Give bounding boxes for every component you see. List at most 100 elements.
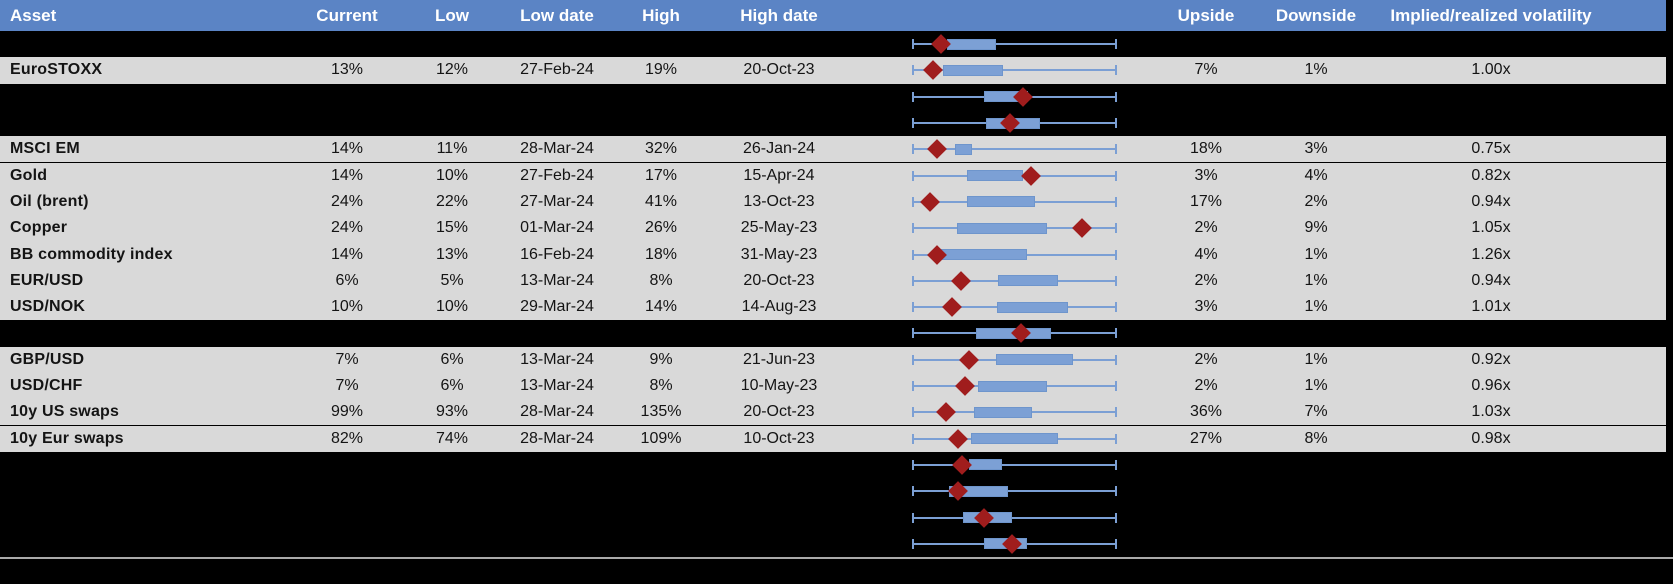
boxplot-cap-right — [1115, 538, 1117, 549]
cell-low_date: 01-Mar-24 — [520, 219, 594, 237]
cell-iv_rv: 1.05x — [1471, 219, 1511, 237]
column-header-high_date: High date — [740, 6, 818, 25]
cell-upside: 2% — [1194, 271, 1218, 289]
boxplot-marker-diamond — [948, 428, 969, 449]
cell-high_date: 31-May-23 — [740, 245, 818, 263]
cell-downside: 1% — [1304, 298, 1328, 316]
cell-asset: GBP/USD — [10, 350, 85, 368]
boxplot-cap-right — [1115, 459, 1117, 470]
cell-asset: Gold — [10, 166, 48, 184]
cell-low_date: 28-Mar-24 — [520, 140, 594, 158]
boxplot-marker-diamond — [951, 270, 972, 291]
table-row-EUR/USD: EUR/USD 6% 5% 13-Mar-24 8% 20-Oct-23 2% 1% 0.94x — [0, 267, 1666, 294]
cell-iv_rv: 0.75x — [1471, 140, 1511, 158]
cell-iv_rv: 0.94x — [1471, 271, 1511, 289]
cell-upside: 4% — [1194, 245, 1218, 263]
boxplot-marker-diamond — [935, 402, 956, 423]
cell-asset: MSCI EM — [10, 140, 80, 158]
boxplot-whisker-line — [912, 490, 1117, 493]
boxplot-cap-right — [1115, 249, 1117, 260]
cell-high_date: 21-Jun-23 — [742, 350, 816, 368]
hidden-row — [0, 109, 1666, 137]
boxplot-cap-left — [912, 486, 914, 497]
boxplot-cap-right — [1115, 65, 1117, 76]
cell-asset: EUR/USD — [10, 271, 84, 289]
cell-upside: 17% — [1189, 192, 1223, 210]
table-row-Oil (brent): Oil (brent) 24% 22% 27-Mar-24 41% 13-Oct-23 17… — [0, 188, 1666, 216]
boxplot-whisker-line — [912, 69, 1117, 72]
cell-upside: 3% — [1194, 166, 1218, 184]
boxplot-box — [998, 275, 1058, 287]
cell-low: 22% — [435, 192, 469, 210]
boxplot-marker-diamond — [930, 34, 951, 55]
hidden-row — [0, 31, 1666, 58]
cell-upside: 7% — [1194, 61, 1218, 79]
boxplot-cap-right — [1115, 407, 1117, 418]
boxplot-cap-left — [912, 65, 914, 76]
cell-low: 6% — [440, 377, 464, 395]
boxplot-cap-left — [912, 354, 914, 365]
boxplot-cap-right — [1115, 91, 1117, 102]
boxplot-marker-diamond — [926, 244, 947, 265]
cell-high: 19% — [644, 61, 678, 79]
cell-downside: 9% — [1304, 219, 1328, 237]
boxplot-whisker-line — [912, 43, 1117, 46]
cell-low: 13% — [435, 245, 469, 263]
cell-low_date: 13-Mar-24 — [520, 350, 594, 368]
boxplot-cap-left — [912, 381, 914, 392]
cell-asset: USD/CHF — [10, 377, 83, 395]
cell-upside: 27% — [1189, 429, 1223, 447]
cell-low: 12% — [435, 61, 469, 79]
boxplot-cap-right — [1115, 433, 1117, 444]
cell-downside: 1% — [1304, 61, 1328, 79]
table-row-10y US swaps: 10y US swaps 99% 93% 28-Mar-24 135% 20-Oct-23… — [0, 399, 1666, 426]
hidden-row — [0, 320, 1666, 347]
cell-low: 6% — [440, 350, 464, 368]
column-header-high: High — [642, 6, 680, 25]
boxplot-marker-diamond — [926, 139, 947, 160]
cell-iv_rv: 0.94x — [1471, 192, 1511, 210]
table-row-Gold: Gold 14% 10% 27-Feb-24 17% 15-Apr-24 3% 4% 0.82x — [0, 162, 1666, 189]
cell-asset: USD/NOK — [10, 298, 86, 316]
boxplot-cap-left — [912, 91, 914, 102]
boxplot-cap-left — [912, 302, 914, 313]
boxplot-cap-right — [1115, 170, 1117, 181]
cell-current: 7% — [335, 377, 359, 395]
column-header-low: Low — [435, 6, 469, 25]
boxplot-marker-diamond — [1000, 113, 1021, 133]
cell-high: 8% — [649, 271, 673, 289]
cell-iv_rv: 0.98x — [1471, 429, 1511, 447]
boxplot-box — [955, 143, 973, 155]
boxplot-cap-right — [1115, 275, 1117, 286]
cell-current: 14% — [330, 245, 364, 263]
cell-upside: 2% — [1194, 377, 1218, 395]
cell-high: 14% — [644, 298, 678, 316]
boxplot-box — [946, 38, 997, 50]
cell-downside: 4% — [1304, 166, 1328, 184]
cell-high_date: 26-Jan-24 — [742, 140, 816, 158]
boxplot-cap-left — [912, 223, 914, 234]
table-header-row: Asset Current Low Low date High High date Upsi… — [0, 0, 1666, 31]
column-header-asset: Asset — [10, 6, 57, 25]
hidden-row — [0, 530, 1666, 557]
cell-low_date: 16-Feb-24 — [520, 245, 594, 263]
cell-upside: 3% — [1194, 298, 1218, 316]
cell-high_date: 20-Oct-23 — [743, 61, 815, 79]
table-row-10y Eur swaps: 10y Eur swaps 82% 74% 28-Mar-24 109% 10-Oct-2… — [0, 425, 1666, 452]
boxplot-cap-left — [912, 275, 914, 286]
cell-high_date: 13-Oct-23 — [743, 192, 815, 210]
cell-high_date: 20-Oct-23 — [743, 403, 815, 421]
cell-low_date: 13-Mar-24 — [520, 377, 594, 395]
cell-low: 15% — [435, 219, 469, 237]
cell-iv_rv: 0.92x — [1471, 350, 1511, 368]
boxplot-marker-diamond — [1002, 533, 1023, 554]
boxplot-box — [977, 380, 1048, 392]
cell-downside: 1% — [1304, 271, 1328, 289]
cell-low: 5% — [440, 271, 464, 289]
boxplot-cap-left — [912, 144, 914, 155]
boxplot-marker-diamond — [955, 376, 976, 396]
footer-black-area — [0, 559, 1673, 584]
table-row-GBP/USD: GBP/USD 7% 6% 13-Mar-24 9% 21-Jun-23 2% 1% 0.92x — [0, 346, 1666, 373]
cell-downside: 1% — [1304, 377, 1328, 395]
boxplot-cap-left — [912, 433, 914, 444]
